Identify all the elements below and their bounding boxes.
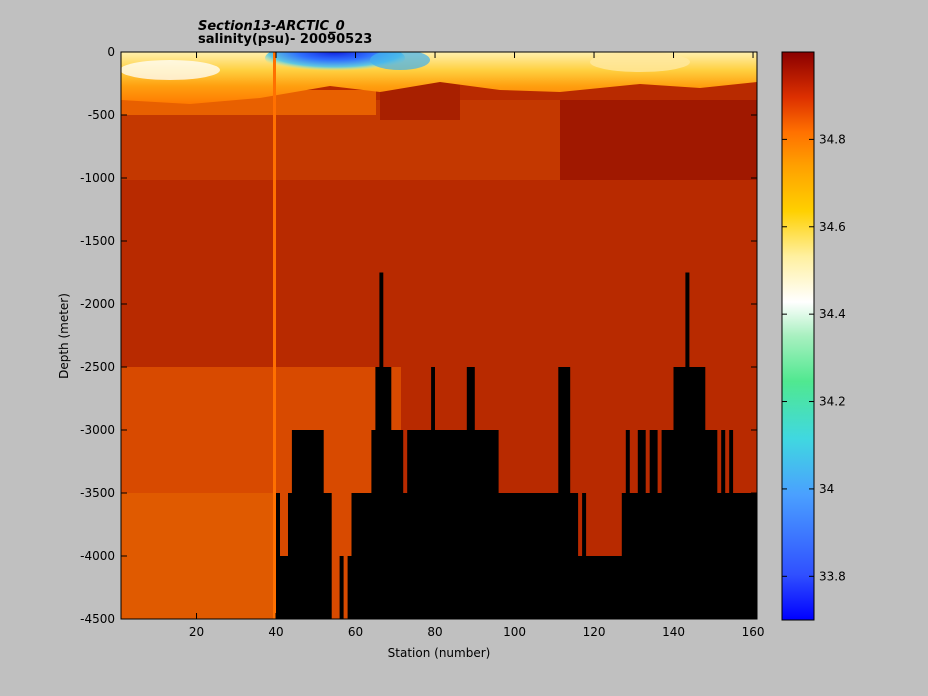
plot-area [121, 52, 757, 619]
y-tick-label: -500 [88, 108, 115, 122]
colorbar-tick-label: 34 [819, 482, 834, 496]
y-tick-label: -1000 [80, 171, 115, 185]
light-patch-2 [590, 52, 690, 72]
y-tick-label: -1500 [80, 234, 115, 248]
intermediate-dark-patch [560, 100, 757, 180]
plot-frame [120, 51, 758, 620]
y-tick-label: -2000 [80, 297, 115, 311]
fresh-water-lens [265, 52, 405, 74]
x-tick-label: 40 [268, 625, 283, 639]
y-axis: 0 -500 -1000 -1500 -2000 -2500 -3000 -3500 -4000… [80, 45, 757, 626]
seafloor-mask [276, 272, 757, 619]
chart-subtitle: salinity(psu)- 20090523 [198, 32, 373, 47]
chart-title: Section13-ARCTIC_0 [198, 19, 345, 34]
colorbar-tick-label: 34.8 [819, 132, 846, 146]
x-tick-label: 60 [348, 625, 363, 639]
y-tick-label: -3500 [80, 486, 115, 500]
fresh-water-lens-2 [370, 52, 430, 70]
y-tick-label: 0 [107, 45, 115, 59]
x-tick-label: 20 [189, 625, 204, 639]
x-axis-label: Station (number) [388, 646, 491, 660]
station-40-line [273, 52, 276, 619]
orange-abyss-band-2 [121, 493, 277, 619]
y-tick-label: -2500 [80, 360, 115, 374]
colorbar-tick-label: 34.4 [819, 307, 846, 321]
y-tick-label: -4500 [80, 612, 115, 626]
colorbar-tick-label: 33.8 [819, 569, 846, 583]
colorbar [781, 51, 815, 621]
x-tick-label: 160 [742, 625, 765, 639]
colorbar-tick-label: 34.2 [819, 395, 846, 409]
y-axis-label: Depth (meter) [57, 293, 71, 379]
x-tick-label: 100 [503, 625, 526, 639]
y-tick-label: -4000 [80, 549, 115, 563]
y-tick-label: -3000 [80, 423, 115, 437]
x-tick-label: 140 [662, 625, 685, 639]
colorbar-tick-label: 34.6 [819, 220, 846, 234]
x-tick-label: 120 [583, 625, 606, 639]
x-tick-label: 80 [427, 625, 442, 639]
colorbar-ticks: 33.8 34 34.2 34.4 34.6 34.8 [782, 132, 846, 583]
light-patch [121, 60, 220, 80]
x-axis: 20 40 60 80 100 120 140 160 [189, 52, 765, 639]
